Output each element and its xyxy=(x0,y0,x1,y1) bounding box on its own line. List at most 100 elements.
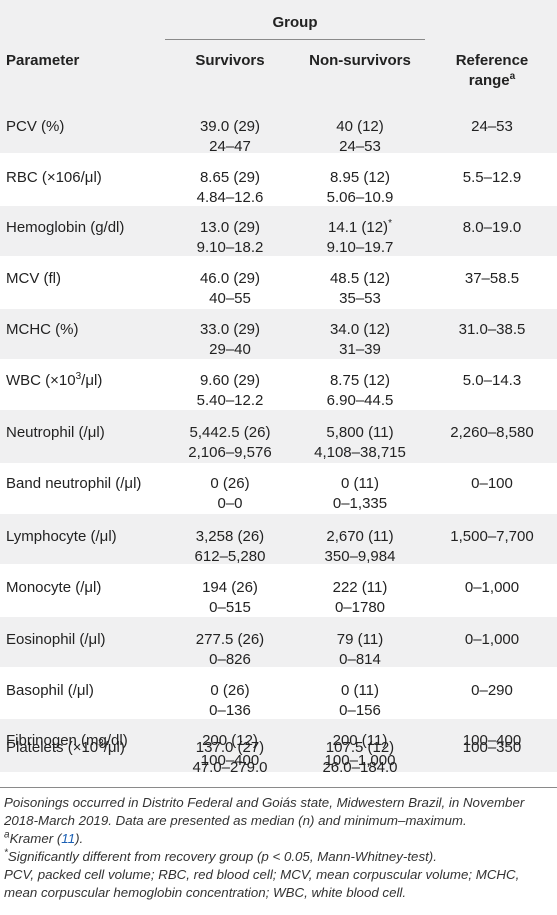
survivors-median: 8.65 (29) xyxy=(199,169,261,186)
survivors-range: 0–515 xyxy=(209,599,251,616)
mu-symbol: μ xyxy=(85,372,94,389)
survivors-range: 47.0–279.0 xyxy=(192,759,268,776)
parameter-text: l) xyxy=(93,579,102,596)
note-kramer: aKramer (11). xyxy=(4,830,554,848)
parameter-cell: Hemoglobin (g/dl) xyxy=(6,219,125,236)
survivors-range: 2,106–9,576 xyxy=(188,444,272,461)
parameter-text: l) xyxy=(85,682,94,699)
survivors-median: 0 (26) xyxy=(210,475,250,492)
reference-header-line2: rangea xyxy=(432,71,552,90)
survivors-median: 194 (26) xyxy=(202,579,258,596)
parameter-text: Basophil (/ xyxy=(6,682,77,699)
parameter-cell: Lymphocyte (/μl) xyxy=(6,527,117,546)
superscript: 3 xyxy=(75,371,82,382)
survivors-range: 40–55 xyxy=(209,290,251,307)
parameter-text: l) xyxy=(133,475,142,492)
non-survivors-range: 35–53 xyxy=(339,290,381,307)
survivors-range: 24–47 xyxy=(209,138,251,155)
parameter-text: Platelets (×10 xyxy=(6,739,99,756)
parameter-cell: Platelets (×103/μl) xyxy=(6,738,125,757)
non-survivors-median: 2,670 (11) xyxy=(295,527,425,546)
median-text: 0 (11) xyxy=(340,475,380,492)
reference-range: 100–350 xyxy=(462,739,522,756)
reference-range: 2,260–8,580 xyxy=(450,424,534,441)
median-text: 5,800 (11) xyxy=(326,424,394,441)
survivors-range: 0–0 xyxy=(217,495,243,512)
parameter-text: l) xyxy=(93,169,102,186)
median-text: 2,670 (11) xyxy=(326,528,394,545)
non-survivors-range: 6.90–44.5 xyxy=(326,392,394,409)
non-survivors-median: 40 (12) xyxy=(295,117,425,136)
row-band xyxy=(0,617,557,667)
parameter-cell: Monocyte (/μl) xyxy=(6,578,101,597)
non-survivors-range: 31–39 xyxy=(339,341,381,358)
median-text: 79 (11) xyxy=(336,631,384,648)
kramer-reference-link[interactable]: 11 xyxy=(61,831,76,846)
median-text: 40 (12) xyxy=(336,118,384,135)
non-survivors-median: 0 (11) xyxy=(295,474,425,493)
note-significance: *Significantly different from recovery g… xyxy=(4,848,554,866)
non-survivors-range: 100–1,000 xyxy=(324,752,396,769)
parameter-cell: Neutrophil (/μl) xyxy=(6,423,105,442)
superscript: 3 xyxy=(98,738,104,749)
note-kramer-text: Kramer ( xyxy=(9,831,62,846)
note-source: Poisonings occurred in Distrito Federal … xyxy=(4,795,525,828)
mu-symbol: μ xyxy=(87,424,97,441)
row-band xyxy=(0,514,557,564)
non-survivors-median: 0 (11) xyxy=(295,681,425,700)
survivors-median: 200 (12) xyxy=(202,732,258,749)
non-survivors-range: 5.06–10.9 xyxy=(326,189,394,206)
reference-range: 37–58.5 xyxy=(464,270,520,287)
significance-mark: * xyxy=(388,218,392,229)
mu-symbol: μ xyxy=(88,631,98,648)
parameter-text: Monocyte (/ xyxy=(6,579,85,596)
note-star-mark: * xyxy=(4,847,8,859)
non-survivors-header: Non-survivors xyxy=(309,52,411,69)
reference-range: 100–400 xyxy=(462,732,522,749)
non-survivors-median: 107.5 (12) xyxy=(295,738,425,757)
parameter-text: l) xyxy=(116,739,125,756)
reference-range: 0–290 xyxy=(471,682,513,699)
row-band xyxy=(0,103,557,153)
non-survivors-median: 222 (11) xyxy=(295,578,425,597)
row-band xyxy=(0,410,557,463)
parameter-text: l) xyxy=(97,631,106,648)
note-kramer-mark: a xyxy=(4,829,10,841)
survivors-median: 5,442.5 (26) xyxy=(189,424,271,441)
note-abbreviations: PCV, packed cell volume; RBC, red blood … xyxy=(4,867,520,900)
parameter-cell: WBC (×103/μl) xyxy=(6,371,102,390)
table-notes: Poisonings occurred in Distrito Federal … xyxy=(4,794,554,902)
survivors-range: 9.10–18.2 xyxy=(196,239,264,256)
reference-range: 8.0–19.0 xyxy=(462,219,522,236)
mu-symbol: μ xyxy=(107,739,117,756)
survivors-median: 13.0 (29) xyxy=(199,219,261,236)
non-survivors-range: 350–9,984 xyxy=(324,548,396,565)
non-survivors-range: 0–156 xyxy=(339,702,381,719)
mu-symbol: μ xyxy=(76,682,86,699)
non-survivors-median: 5,800 (11) xyxy=(295,423,425,442)
non-survivors-range: 9.10–19.7 xyxy=(326,239,394,256)
survivors-range: 4.84–12.6 xyxy=(196,189,264,206)
non-survivors-range: 24–53 xyxy=(339,138,381,155)
parameter-cell: Fibrinogen (mg/dl) xyxy=(6,732,128,749)
survivors-median: 39.0 (29) xyxy=(199,118,261,135)
parameter-cell: Eosinophil (/μl) xyxy=(6,630,106,649)
median-text: 8.95 (12) xyxy=(329,169,391,186)
survivors-range: 29–40 xyxy=(209,341,251,358)
reference-footnote-mark: a xyxy=(509,71,516,82)
group-divider xyxy=(165,39,425,40)
mu-symbol: μ xyxy=(99,528,109,545)
non-survivors-median: 8.95 (12) xyxy=(295,168,425,187)
survivors-header: Survivors xyxy=(195,52,265,69)
survivors-range: 0–136 xyxy=(209,702,251,719)
survivors-range: 5.40–12.2 xyxy=(196,392,264,409)
parameter-text: l) xyxy=(108,528,117,545)
parameter-text: Eosinophil (/ xyxy=(6,631,89,648)
non-survivors-range: 0–814 xyxy=(339,651,381,668)
survivors-range: 0–826 xyxy=(209,651,251,668)
median-text: 8.75 (12) xyxy=(329,372,391,389)
parameter-text: Lymphocyte (/ xyxy=(6,528,100,545)
survivors-median: 9.60 (29) xyxy=(199,372,261,389)
reference-range: 0–1,000 xyxy=(464,579,520,596)
